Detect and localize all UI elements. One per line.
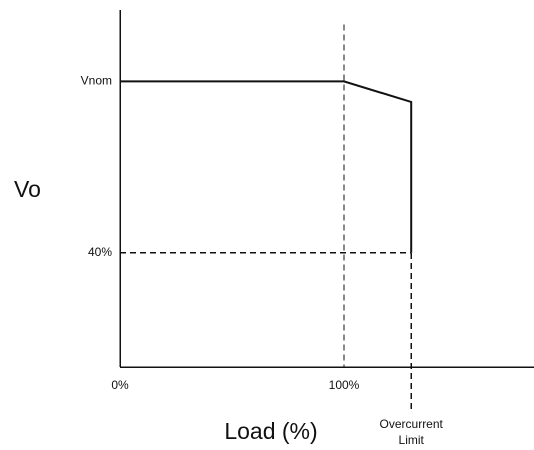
y-axis-title: Vo [14, 176, 41, 202]
y-tick-label-100: Vnom [81, 74, 112, 88]
labels-layer: Vo Load (%) Overcurrent Limit [14, 176, 444, 447]
x-tick-label-100: 100% [329, 378, 360, 392]
series-layer [120, 80, 413, 253]
x-axis-title: Load (%) [224, 418, 317, 444]
overcurrent-limit-label-line-2: Limit [399, 433, 425, 447]
guide-lines-layer [120, 24, 412, 412]
axes-layer [119, 10, 534, 368]
y-tick-label-40: 40% [88, 245, 112, 259]
x-tick-label-0: 0% [111, 378, 129, 392]
tick-label-layer: 40% Vnom 0% 100% [81, 74, 360, 392]
voltage-curve-series-0 [120, 80, 413, 253]
overcurrent-limit-label-line-1: Overcurrent [380, 417, 444, 431]
